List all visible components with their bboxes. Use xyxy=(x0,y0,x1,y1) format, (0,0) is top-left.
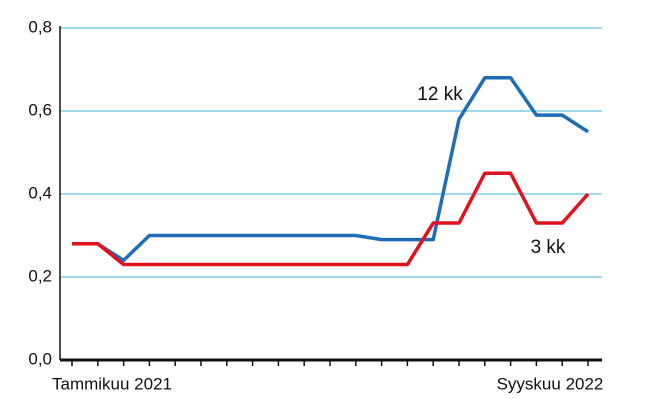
y-tick-label: 0,2 xyxy=(28,266,52,285)
y-tick-label: 0,8 xyxy=(28,17,52,36)
x-tick-label: Tammikuu 2021 xyxy=(52,374,172,393)
series-line xyxy=(72,171,590,267)
x-tick-label: Syyskuu 2022 xyxy=(497,374,604,393)
y-tick-label: 0,0 xyxy=(28,349,52,368)
series-label: 12 kk xyxy=(417,84,463,105)
series-label: 3 kk xyxy=(531,237,566,258)
y-tick-label: 0,6 xyxy=(28,100,52,119)
series-line xyxy=(72,76,589,263)
y-tick-label: 0,4 xyxy=(28,183,52,202)
